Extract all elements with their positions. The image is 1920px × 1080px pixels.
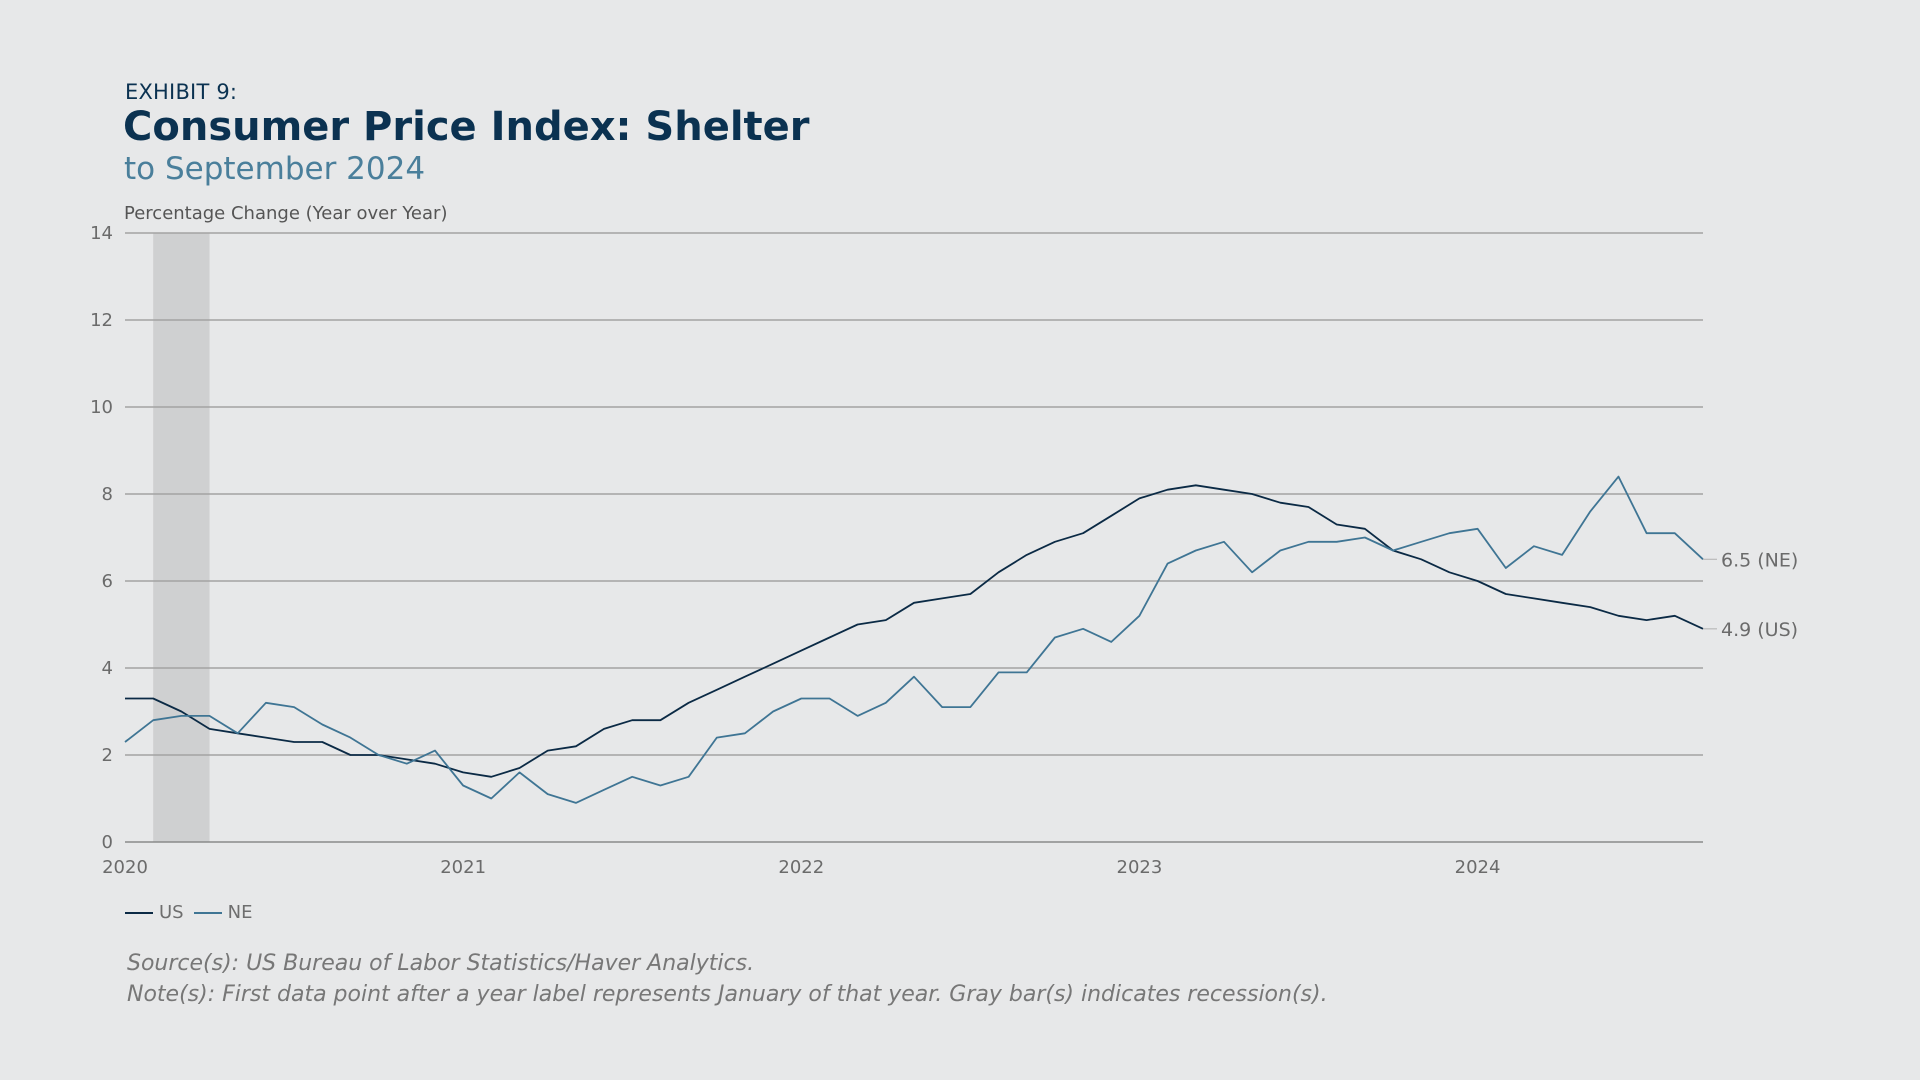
legend-swatch-us xyxy=(125,911,153,914)
exhibit-number: EXHIBIT 9: xyxy=(125,80,238,104)
legend-swatch-ne xyxy=(193,911,222,914)
x-tick-label: 2022 xyxy=(778,857,824,878)
source-note: Source(s): US Bureau of Labor Statistics… xyxy=(127,951,755,976)
chart-subtitle: to September 2024 xyxy=(124,151,426,187)
legend-label-ne: NE xyxy=(227,902,253,923)
y-tick-label: 6 xyxy=(102,571,113,592)
legend: US NE xyxy=(125,902,252,923)
y-tick-label: 14 xyxy=(90,223,113,244)
legend-item-ne: NE xyxy=(193,902,253,923)
x-tick-label: 2024 xyxy=(1455,857,1501,878)
y-tick-label: 10 xyxy=(90,397,113,418)
methodology-note: Note(s): First data point after a year l… xyxy=(127,982,1328,1007)
y-tick-label: 0 xyxy=(102,832,113,853)
y-tick-label: 4 xyxy=(102,658,113,679)
y-axis-label: Percentage Change (Year over Year) xyxy=(124,203,448,224)
x-tick-label: 2021 xyxy=(440,857,486,878)
recession-bar xyxy=(153,233,210,842)
footnotes: Source(s): US Bureau of Labor Statistics… xyxy=(127,948,1328,1010)
y-tick-label: 12 xyxy=(90,310,113,331)
end-label-us: 4.9 (US) xyxy=(1721,619,1798,641)
end-label-ne: 6.5 (NE) xyxy=(1721,549,1798,571)
legend-label-us: US xyxy=(159,902,184,923)
x-tick-label: 2020 xyxy=(102,857,148,878)
y-tick-label: 2 xyxy=(102,745,113,766)
series-line-ne xyxy=(124,475,1704,804)
series-line-us xyxy=(125,484,1704,778)
y-tick-label: 8 xyxy=(102,484,113,505)
chart-title: Consumer Price Index: Shelter xyxy=(123,104,810,150)
x-tick-label: 2023 xyxy=(1117,857,1163,878)
legend-item-us: US xyxy=(125,902,184,923)
